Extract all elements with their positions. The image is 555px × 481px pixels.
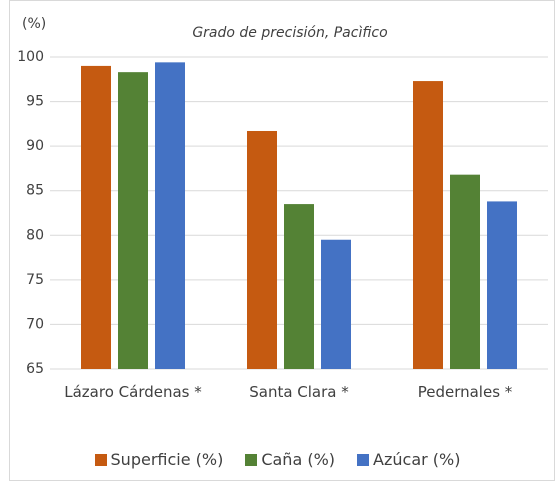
legend-item: Caña (%) [245,450,335,469]
legend-swatch [245,453,258,466]
bar [413,81,443,369]
y-axis-label: (%) [22,16,46,32]
legend-label: Superficie (%) [110,450,224,469]
bar [118,72,148,369]
bar [81,65,111,370]
bar [487,201,517,369]
bar [284,204,314,369]
legend-swatch [94,453,107,466]
y-tick-label: 70 [26,316,44,332]
y-tick-label: 100 [17,49,44,65]
bar [450,174,480,369]
y-tick-label: 75 [26,272,44,288]
y-tick-label: 80 [26,227,44,243]
x-tick-label: Pedernales * [417,383,513,401]
x-tick-label: Santa Clara * [249,383,349,401]
legend: Superficie (%) Caña (%) Azúcar (%) [0,450,555,469]
legend-label: Azúcar (%) [373,450,461,469]
chart-title: Grado de precisión, Pacìfico [192,25,387,41]
bar [247,130,277,369]
legend-item: Azúcar (%) [357,450,460,469]
legend-item: Superficie (%) [94,450,224,469]
y-tick-label: 65 [26,361,44,377]
bar [155,62,185,369]
y-tick-label: 85 [26,183,44,199]
legend-swatch [357,453,370,466]
y-tick-label: 95 [26,94,44,110]
legend-label: Caña (%) [261,450,336,469]
x-tick-label: Lázaro Cárdenas * [64,383,202,401]
bar [321,239,351,369]
y-tick-label: 90 [26,138,44,154]
